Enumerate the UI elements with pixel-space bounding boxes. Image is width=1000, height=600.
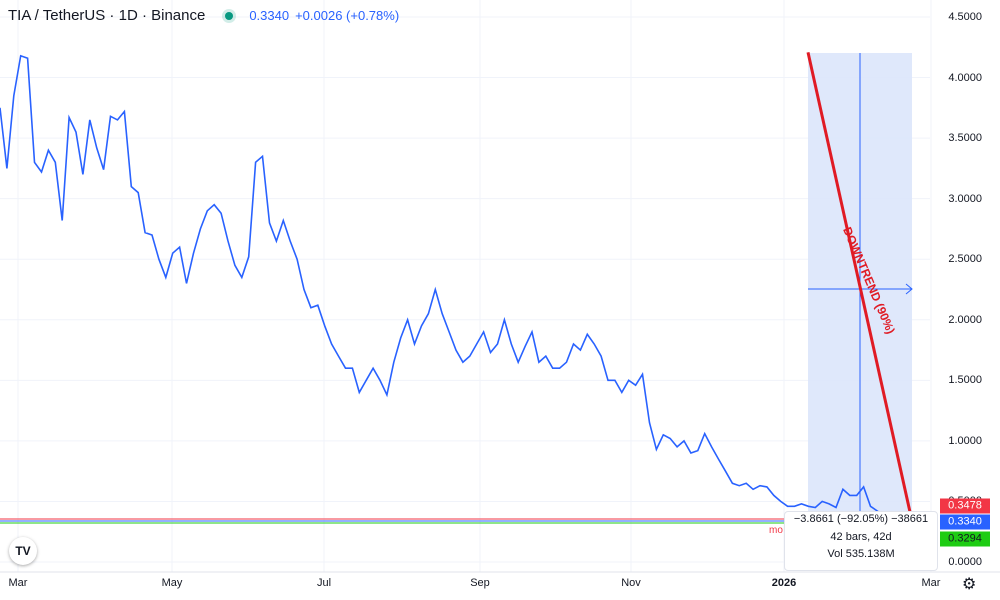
x-tick-label: Mar: [8, 577, 28, 589]
x-tick-label: Sep: [470, 577, 490, 589]
price-tag-high: 0.3478: [940, 498, 990, 514]
x-tick-label: Nov: [621, 577, 641, 589]
measure-volume: Vol 535.138M: [827, 548, 895, 560]
symbol-title[interactable]: TIA / TetherUS · 1D · Binance: [8, 7, 206, 24]
mo-label: mo: [769, 525, 783, 536]
y-tick-label: 1.5000: [948, 374, 982, 387]
price-tag-last: 0.3340: [940, 514, 990, 530]
y-tick-label: 4.5000: [948, 11, 982, 23]
price-change: +0.0026 (+0.78%): [295, 8, 400, 23]
price-line: [0, 54, 913, 523]
symbol-header: TIA / TetherUS · 1D · Binance 0.3340 +0.…: [8, 7, 399, 24]
measure-change: −3.8661 (−92.05%) −38661: [793, 513, 929, 525]
y-tick-label: 3.5000: [948, 132, 982, 145]
arrow-right-icon: [905, 283, 913, 295]
price-tag-low: 0.3294: [940, 531, 990, 547]
market-status-icon: [225, 11, 234, 20]
last-price: 0.3340: [249, 8, 290, 23]
x-tick-label: Mar: [921, 577, 941, 589]
x-tick-label: 2026: [771, 577, 797, 589]
x-tick-label: Jul: [316, 577, 332, 589]
gear-icon[interactable]: ⚙: [962, 576, 977, 593]
downtrend-line[interactable]: [806, 52, 914, 522]
y-tick-label: 1.0000: [948, 434, 982, 447]
x-tick-label: May: [161, 577, 183, 589]
y-tick-label: 2.5000: [948, 253, 982, 266]
y-tick-label: 4.0000: [948, 71, 982, 84]
y-tick-label: 2.0000: [948, 313, 982, 326]
measure-tooltip: −3.8661 (−92.05%) −38661 42 bars, 42d Vo…: [784, 511, 938, 571]
measure-bars: 42 bars, 42d: [830, 531, 892, 543]
tradingview-logo[interactable]: TV: [9, 537, 37, 565]
logo-text: TV: [15, 544, 31, 558]
y-tick-label: 3.0000: [948, 192, 982, 205]
y-tick-label: 0.0000: [948, 556, 982, 568]
